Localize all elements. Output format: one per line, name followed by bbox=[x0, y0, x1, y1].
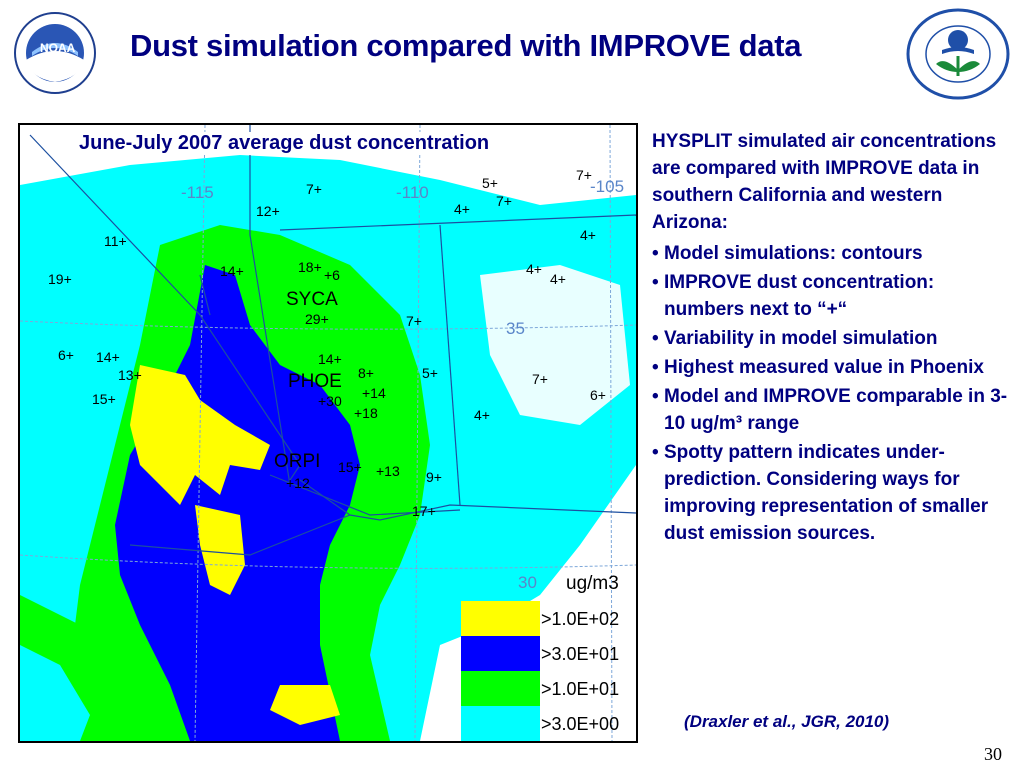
site-label-syca: SYCA bbox=[286, 289, 338, 310]
observation-label: +14 bbox=[362, 385, 386, 401]
observation-label: +12 bbox=[286, 475, 310, 491]
observation-label: 14+ bbox=[220, 263, 244, 279]
observation-label: 7+ bbox=[496, 193, 512, 209]
site-label-orpi: ORPI bbox=[274, 451, 321, 472]
observation-label: 7+ bbox=[406, 313, 422, 329]
noaa-logo-icon bbox=[14, 12, 96, 94]
observation-label: 7+ bbox=[576, 167, 592, 183]
observation-label: 12+ bbox=[256, 203, 280, 219]
epa-logo-icon bbox=[906, 8, 1010, 100]
observation-label: 13+ bbox=[118, 367, 142, 383]
bullet-item: Model and IMPROVE comparable in 3-10 ug/… bbox=[652, 383, 1017, 437]
observation-label: 14+ bbox=[318, 351, 342, 367]
bullet-item: IMPROVE dust concentration: numbers next… bbox=[652, 269, 1017, 323]
page-number: 30 bbox=[984, 744, 1002, 764]
legend-label: >3.0E+01 bbox=[541, 644, 620, 664]
observation-label: 11+ bbox=[104, 233, 127, 249]
bullet-item: Model simulations: contours bbox=[652, 240, 1017, 267]
legend-units: ug/m3 bbox=[566, 573, 619, 594]
observation-label: 6+ bbox=[590, 387, 606, 403]
slide-title: Dust simulation compared with IMPROVE da… bbox=[130, 28, 802, 63]
observation-label: 15+ bbox=[338, 459, 362, 475]
observation-label: 4+ bbox=[580, 227, 596, 243]
map-title: June-July 2007 average dust concentratio… bbox=[76, 132, 493, 155]
grid-label-lat-35: 35 bbox=[506, 319, 525, 338]
observation-label: +13 bbox=[376, 463, 400, 479]
observation-label: 19+ bbox=[48, 271, 72, 287]
observation-label: 8+ bbox=[358, 365, 374, 381]
observation-label: 6+ bbox=[58, 347, 74, 363]
citation: (Draxler et al., JGR, 2010) bbox=[684, 712, 890, 731]
dust-concentration-map bbox=[20, 125, 636, 741]
observation-label: 17+ bbox=[412, 503, 436, 519]
grid-label-lon-115: -115 bbox=[181, 183, 214, 202]
observation-label: +18 bbox=[354, 405, 378, 421]
grid-label-lon-105: -105 bbox=[590, 177, 625, 196]
bullet-item: Variability in model simulation bbox=[652, 325, 1017, 352]
grid-label-lon-110: -110 bbox=[396, 183, 429, 202]
observation-label: 14+ bbox=[96, 349, 120, 365]
site-label-phoe: PHOE bbox=[288, 371, 342, 392]
dust-map: June-July 2007 average dust concentratio… bbox=[18, 123, 638, 743]
observation-label: 7+ bbox=[532, 371, 548, 387]
bullet-item: Highest measured value in Phoenix bbox=[652, 354, 1017, 381]
grid-label-lat-30: 30 bbox=[518, 573, 537, 592]
description-panel: HYSPLIT simulated air concentrations are… bbox=[652, 128, 1017, 549]
observation-label: 9+ bbox=[426, 469, 442, 485]
legend-label: >3.0E+00 bbox=[541, 714, 620, 734]
observation-label: 5+ bbox=[422, 365, 438, 381]
observation-label: 18+ bbox=[298, 259, 322, 275]
legend-label: >1.0E+02 bbox=[541, 609, 620, 629]
panel-intro: HYSPLIT simulated air concentrations are… bbox=[652, 131, 997, 233]
observation-label: 7+ bbox=[306, 181, 322, 197]
observation-label: 4+ bbox=[454, 201, 470, 217]
noaa-logo-text: NOAA bbox=[40, 41, 76, 55]
noaa-logo: NOAA bbox=[14, 12, 96, 94]
bullet-item: Spotty pattern indicates under-predictio… bbox=[652, 439, 1017, 547]
bullet-list: Model simulations: contours IMPROVE dust… bbox=[652, 240, 1017, 547]
observation-label: 29+ bbox=[305, 311, 329, 327]
observation-label: 4+ bbox=[474, 407, 490, 423]
observation-label: 5+ bbox=[482, 175, 498, 191]
observation-label: 4+ bbox=[526, 261, 542, 277]
epa-logo bbox=[906, 8, 1010, 100]
observation-label: +30 bbox=[318, 393, 342, 409]
observation-label: 15+ bbox=[92, 391, 116, 407]
observation-label: 4+ bbox=[550, 271, 566, 287]
legend-label: >1.0E+01 bbox=[541, 679, 620, 699]
observation-label: +6 bbox=[324, 267, 340, 283]
